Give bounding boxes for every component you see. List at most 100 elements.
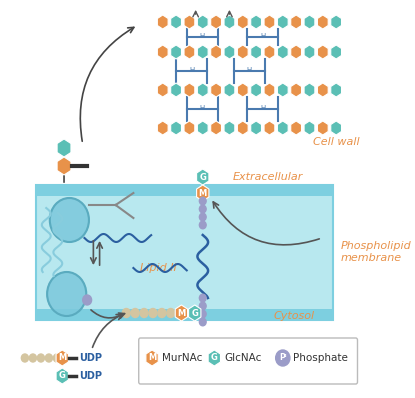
- Polygon shape: [198, 83, 208, 97]
- Polygon shape: [57, 157, 71, 175]
- Polygon shape: [198, 15, 208, 29]
- Polygon shape: [317, 15, 328, 29]
- Text: M: M: [199, 189, 207, 197]
- Text: H: H: [189, 67, 194, 73]
- Polygon shape: [251, 83, 261, 97]
- Polygon shape: [291, 83, 302, 97]
- Polygon shape: [224, 121, 235, 135]
- Polygon shape: [237, 45, 248, 59]
- Circle shape: [131, 308, 139, 318]
- Circle shape: [50, 198, 89, 242]
- Polygon shape: [317, 45, 328, 59]
- Polygon shape: [184, 121, 195, 135]
- Circle shape: [199, 310, 206, 318]
- Polygon shape: [331, 15, 342, 29]
- Polygon shape: [157, 121, 168, 135]
- Text: Phospholipid
membrane: Phospholipid membrane: [341, 241, 411, 263]
- Text: H: H: [200, 105, 205, 111]
- Polygon shape: [198, 45, 208, 59]
- Polygon shape: [237, 121, 248, 135]
- Polygon shape: [171, 15, 181, 29]
- Polygon shape: [304, 15, 315, 29]
- Polygon shape: [57, 139, 71, 157]
- Polygon shape: [171, 45, 181, 59]
- Polygon shape: [331, 45, 342, 59]
- Polygon shape: [291, 15, 302, 29]
- Polygon shape: [208, 350, 220, 366]
- Polygon shape: [331, 83, 342, 97]
- Text: Lipid II: Lipid II: [140, 263, 177, 273]
- Polygon shape: [171, 83, 181, 97]
- FancyBboxPatch shape: [36, 309, 334, 320]
- Polygon shape: [237, 15, 248, 29]
- Circle shape: [45, 354, 52, 362]
- Text: Pᴵ: Pᴵ: [279, 353, 287, 363]
- Polygon shape: [184, 15, 195, 29]
- Polygon shape: [331, 121, 342, 135]
- Polygon shape: [56, 350, 68, 366]
- Text: Cell wall: Cell wall: [313, 137, 360, 147]
- Polygon shape: [184, 83, 195, 97]
- Circle shape: [199, 318, 206, 326]
- Circle shape: [276, 350, 290, 366]
- Polygon shape: [184, 45, 195, 59]
- Polygon shape: [237, 83, 248, 97]
- Polygon shape: [188, 305, 201, 321]
- Polygon shape: [197, 185, 209, 201]
- Text: H: H: [200, 33, 205, 39]
- Polygon shape: [175, 305, 188, 321]
- Circle shape: [199, 302, 206, 310]
- Polygon shape: [197, 169, 209, 185]
- Text: MurNAc: MurNAc: [162, 353, 202, 363]
- Circle shape: [29, 354, 37, 362]
- Circle shape: [199, 213, 206, 221]
- Polygon shape: [291, 45, 302, 59]
- Polygon shape: [224, 45, 235, 59]
- Polygon shape: [317, 83, 328, 97]
- Polygon shape: [277, 83, 288, 97]
- Polygon shape: [251, 15, 261, 29]
- Text: H: H: [260, 33, 266, 39]
- Text: Phosphate: Phosphate: [293, 353, 348, 363]
- Polygon shape: [277, 45, 288, 59]
- Polygon shape: [264, 45, 275, 59]
- Text: H: H: [260, 105, 266, 111]
- FancyBboxPatch shape: [36, 185, 334, 196]
- Polygon shape: [211, 45, 222, 59]
- Polygon shape: [224, 83, 235, 97]
- Text: M: M: [177, 308, 186, 318]
- Circle shape: [149, 308, 157, 318]
- Circle shape: [37, 354, 44, 362]
- Polygon shape: [146, 350, 158, 366]
- Text: GlcNAc: GlcNAc: [224, 353, 261, 363]
- Polygon shape: [198, 121, 208, 135]
- Circle shape: [122, 308, 130, 318]
- Polygon shape: [251, 45, 261, 59]
- FancyBboxPatch shape: [139, 338, 357, 384]
- Polygon shape: [264, 121, 275, 135]
- Text: M: M: [148, 353, 156, 363]
- Polygon shape: [277, 121, 288, 135]
- Polygon shape: [171, 121, 181, 135]
- Circle shape: [54, 354, 61, 362]
- Polygon shape: [56, 368, 68, 384]
- Circle shape: [140, 308, 148, 318]
- Polygon shape: [264, 15, 275, 29]
- Polygon shape: [304, 121, 315, 135]
- Circle shape: [47, 272, 86, 316]
- Circle shape: [167, 308, 175, 318]
- Polygon shape: [291, 121, 302, 135]
- Circle shape: [199, 294, 206, 302]
- Polygon shape: [277, 15, 288, 29]
- Circle shape: [158, 308, 166, 318]
- Text: Extracellular: Extracellular: [233, 172, 303, 182]
- Polygon shape: [264, 83, 275, 97]
- Polygon shape: [211, 83, 222, 97]
- Circle shape: [83, 295, 92, 305]
- Text: G: G: [59, 371, 66, 380]
- Polygon shape: [157, 15, 168, 29]
- Circle shape: [199, 205, 206, 213]
- Text: H: H: [247, 67, 252, 73]
- Circle shape: [21, 354, 29, 362]
- Text: UDP: UDP: [79, 371, 102, 381]
